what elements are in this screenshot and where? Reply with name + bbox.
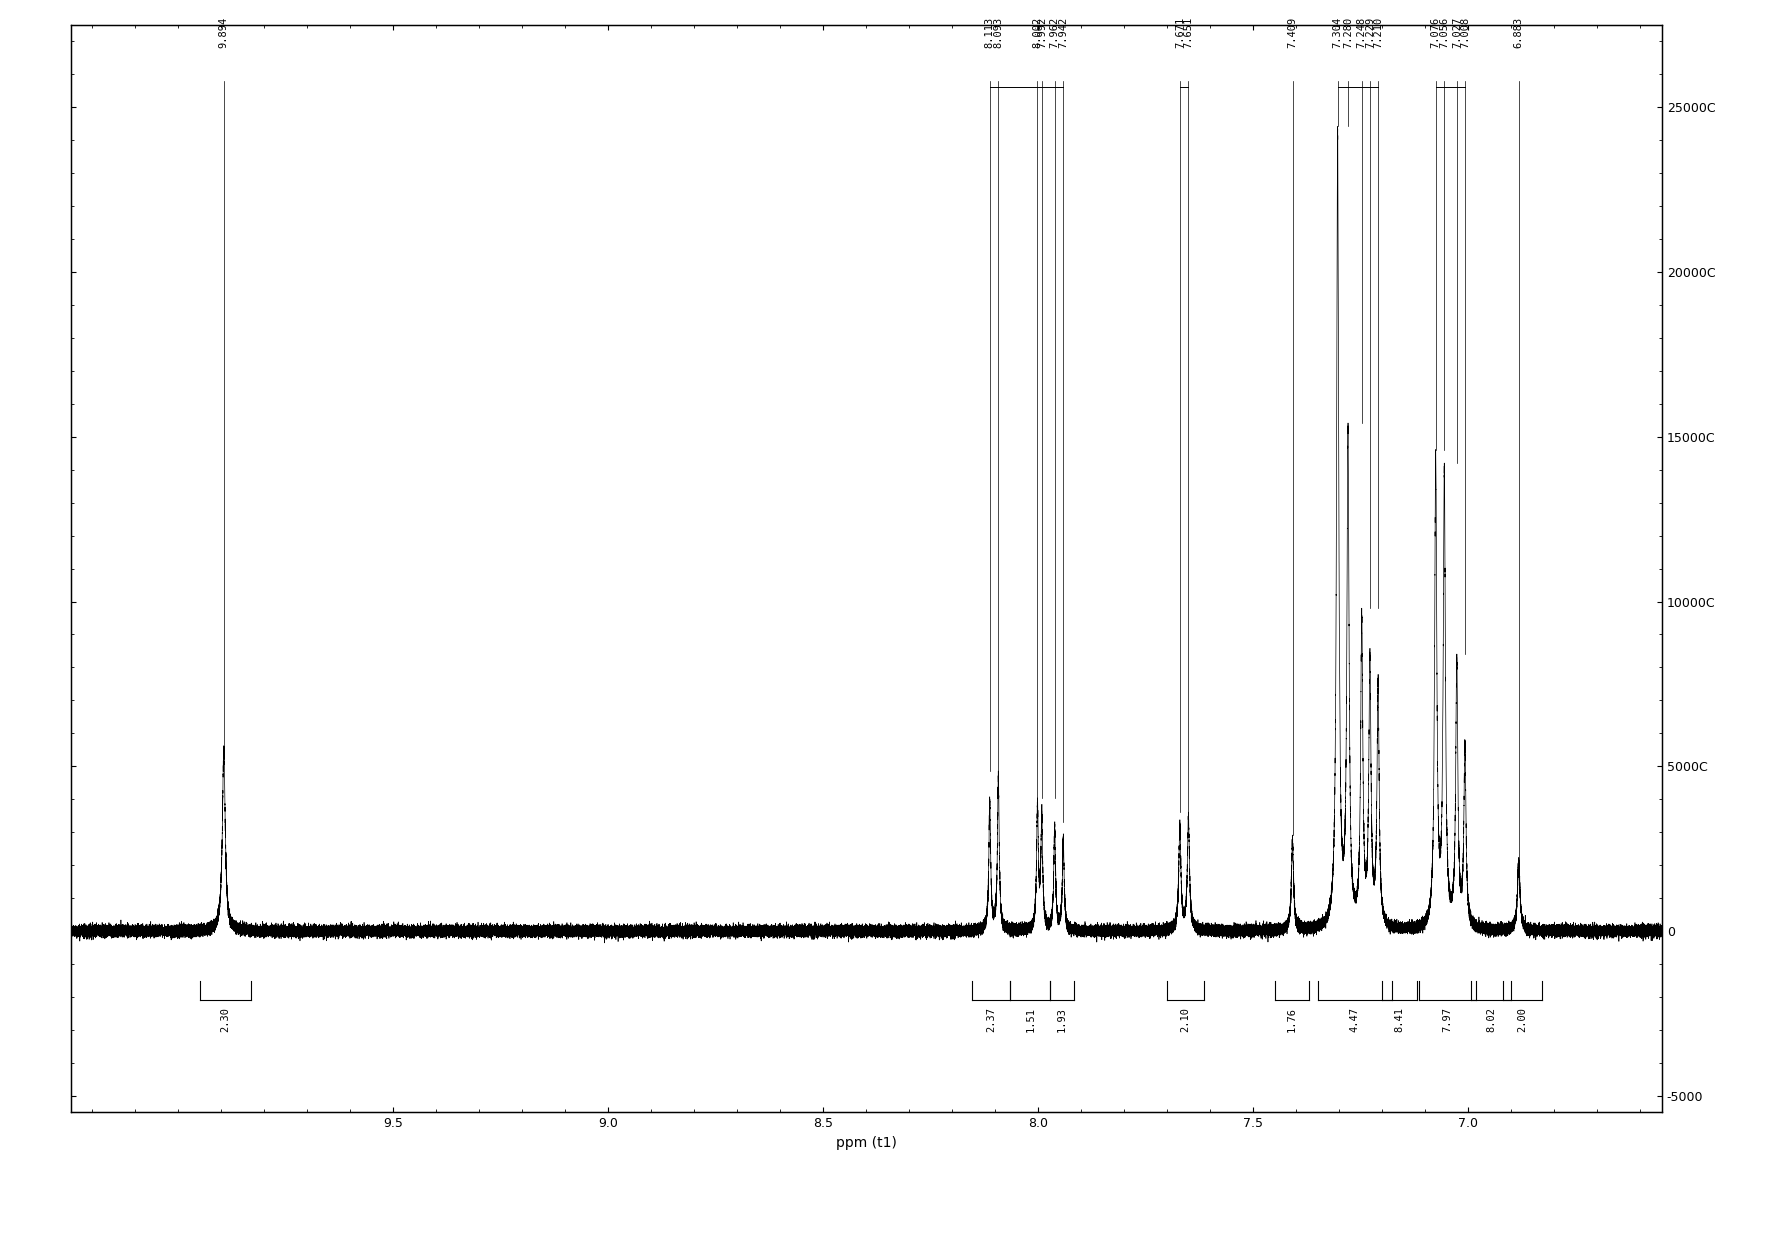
Text: 7.210: 7.210 — [1374, 16, 1383, 48]
Text: 2.37: 2.37 — [987, 1007, 995, 1032]
Text: 6.883: 6.883 — [1513, 16, 1524, 48]
Text: 7.962: 7.962 — [1050, 16, 1059, 48]
Text: 7.056: 7.056 — [1439, 16, 1450, 48]
Text: 7.027: 7.027 — [1452, 16, 1462, 48]
Text: 7.942: 7.942 — [1059, 16, 1068, 48]
Text: 1.51: 1.51 — [1025, 1007, 1036, 1032]
Text: 7.076: 7.076 — [1430, 16, 1441, 48]
Text: 7.304: 7.304 — [1333, 16, 1342, 48]
Text: 2.10: 2.10 — [1181, 1007, 1190, 1032]
Text: 9.894: 9.894 — [219, 16, 228, 48]
Text: 7.651: 7.651 — [1183, 16, 1193, 48]
Text: 4.47: 4.47 — [1349, 1007, 1360, 1032]
Text: 1.93: 1.93 — [1057, 1007, 1068, 1032]
X-axis label: ppm (t1): ppm (t1) — [836, 1136, 896, 1149]
Text: 7.671: 7.671 — [1174, 16, 1185, 48]
Text: 7.992: 7.992 — [1036, 16, 1047, 48]
Text: 8.41: 8.41 — [1395, 1007, 1404, 1032]
Text: 7.248: 7.248 — [1356, 16, 1367, 48]
Text: 1.76: 1.76 — [1287, 1007, 1298, 1032]
Text: 7.409: 7.409 — [1287, 16, 1298, 48]
Text: 7.008: 7.008 — [1460, 16, 1469, 48]
Text: 2.30: 2.30 — [221, 1007, 230, 1032]
Text: 8.02: 8.02 — [1485, 1007, 1496, 1032]
Text: 2.00: 2.00 — [1517, 1007, 1528, 1032]
Text: 7.97: 7.97 — [1443, 1007, 1453, 1032]
Text: 8.093: 8.093 — [994, 16, 1004, 48]
Text: 7.280: 7.280 — [1344, 16, 1353, 48]
Text: 7.229: 7.229 — [1365, 16, 1376, 48]
Text: 8.113: 8.113 — [985, 16, 995, 48]
Text: 8.002: 8.002 — [1033, 16, 1043, 48]
